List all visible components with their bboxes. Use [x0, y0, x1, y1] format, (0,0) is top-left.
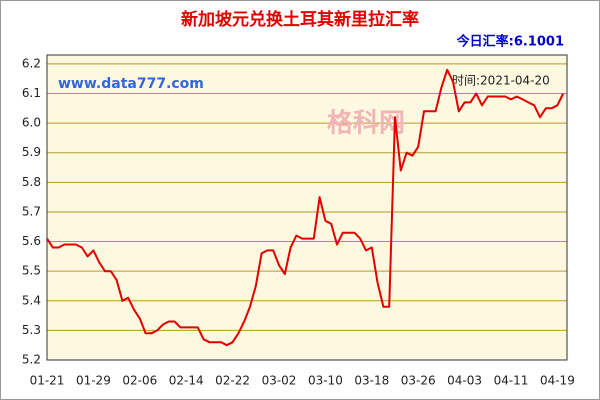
x-tick-label: 01-29 — [76, 374, 111, 388]
current-rate: 今日汇率:6.1001 — [456, 34, 564, 50]
x-tick-label: 04-11 — [494, 374, 529, 388]
y-tick-label: 5.4 — [22, 293, 41, 307]
watermark: 格科网 — [327, 108, 405, 139]
plot-area — [47, 55, 567, 360]
y-tick-label: 5.6 — [22, 234, 41, 248]
x-tick-label: 01-21 — [30, 374, 65, 388]
y-tick-label: 6.2 — [22, 56, 41, 70]
y-tick-label: 5.2 — [22, 353, 41, 367]
y-tick-label: 5.3 — [22, 323, 41, 337]
time-label: 时间:2021-04-20 — [452, 74, 550, 88]
data-line — [46, 68, 565, 347]
x-tick-label: 02-06 — [122, 374, 157, 388]
y-tick-label: 6.0 — [22, 116, 41, 130]
y-tick-label: 5.8 — [22, 175, 41, 189]
y-tick-label: 5.9 — [22, 145, 41, 159]
x-tick-label: 02-22 — [215, 374, 250, 388]
x-tick-label: 03-26 — [401, 374, 436, 388]
x-tick-label: 03-18 — [354, 374, 389, 388]
x-tick-label: 04-03 — [447, 374, 482, 388]
x-tick-label: 02-14 — [169, 374, 204, 388]
x-tick-label: 04-19 — [540, 374, 575, 388]
plot-border — [46, 54, 568, 361]
y-tick-label: 6.1 — [22, 86, 41, 100]
chart-title: 新加坡元兑换土耳其新里拉汇率 — [181, 9, 419, 30]
y-tick-label: 5.7 — [22, 204, 41, 218]
y-tick-label: 5.5 — [22, 264, 41, 278]
x-tick-label: 03-10 — [308, 374, 343, 388]
site-label: www.data777.com — [58, 76, 204, 92]
x-tick-label: 03-02 — [262, 374, 297, 388]
